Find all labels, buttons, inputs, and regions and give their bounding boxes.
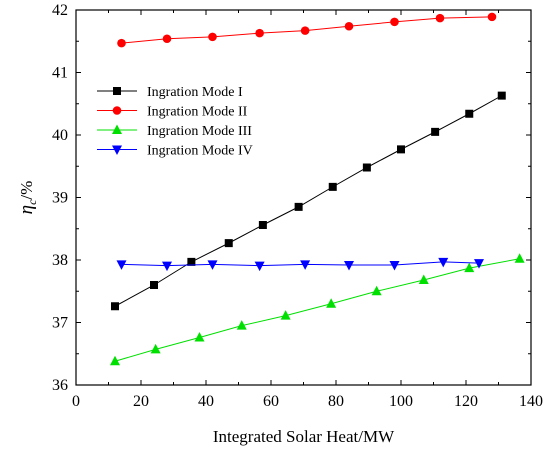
series-layer	[110, 12, 525, 366]
y-tick-label: 39	[52, 190, 68, 207]
y-tick-label: 42	[52, 2, 68, 19]
marker-circle	[435, 13, 445, 23]
marker-triangle-up	[112, 124, 122, 134]
marker-triangle-down	[344, 261, 354, 271]
marker-triangle-down	[254, 261, 265, 272]
marker-circle	[300, 26, 310, 35]
marker-square	[397, 145, 405, 154]
x-tick-label: 0	[72, 393, 80, 410]
marker-triangle-down	[438, 257, 449, 268]
marker-triangle-down	[207, 260, 218, 270]
marker-square	[111, 302, 119, 311]
series-2	[117, 12, 497, 48]
marker-circle	[487, 12, 497, 22]
x-tick-label: 80	[328, 393, 344, 410]
marker-triangle-down	[389, 261, 400, 271]
legend-entry: Ingration Mode I	[97, 85, 243, 100]
marker-triangle-down	[116, 260, 127, 270]
x-tick-label: 120	[454, 393, 478, 410]
y-tick-label: 37	[52, 315, 68, 332]
series-4	[116, 257, 484, 272]
marker-square	[465, 109, 474, 118]
legend-label: Ingration Mode III	[147, 124, 252, 139]
marker-triangle-up	[514, 253, 525, 263]
x-tick-label: 60	[263, 393, 279, 410]
series-line	[114, 258, 520, 362]
marker-square	[258, 221, 267, 229]
marker-triangle-up	[326, 298, 337, 308]
ticks-layer: 0 20 40 60 80 100 120 140 36 37 38 39 40 41 42	[52, 2, 543, 410]
legend-entry: Ingration Mode III	[97, 124, 252, 139]
y-tick-label: 40	[52, 127, 68, 144]
marker-square	[328, 182, 337, 191]
legend-label: Ingration Mode IV	[147, 144, 253, 159]
marker-square	[113, 87, 121, 95]
legend-label: Ingration Mode II	[147, 105, 248, 120]
marker-square	[224, 239, 233, 248]
y-tick-label: 36	[52, 377, 68, 394]
legend-entry: Ingration Mode II	[97, 105, 248, 120]
marker-triangle-down	[474, 259, 484, 269]
marker-circle	[208, 32, 217, 42]
marker-square	[294, 202, 303, 211]
marker-triangle-up	[236, 320, 247, 330]
y-tick-label: 38	[52, 252, 68, 269]
x-axis-title: Integrated Solar Heat/MW	[213, 427, 395, 446]
legend-label: Ingration Mode I	[147, 85, 243, 100]
series-line	[114, 95, 502, 307]
marker-triangle-up	[371, 285, 382, 296]
marker-square	[150, 281, 158, 289]
marker-triangle-up	[194, 332, 205, 342]
plot-frame	[75, 9, 532, 386]
legend-entry: Ingration Mode IV	[97, 144, 253, 159]
marker-triangle-up	[110, 355, 120, 366]
series-1	[111, 91, 506, 311]
marker-square	[362, 163, 371, 172]
marker-circle	[390, 17, 399, 27]
x-tick-label: 140	[519, 393, 543, 410]
marker-circle	[117, 38, 126, 48]
x-tick-label: 20	[133, 393, 149, 410]
marker-circle	[162, 34, 172, 44]
y-axis-symbol: η	[16, 205, 37, 214]
marker-triangle-down	[300, 260, 311, 270]
marker-triangle-up	[150, 343, 161, 354]
y-axis-suffix: /%	[17, 181, 36, 200]
series-line	[121, 261, 480, 267]
marker-triangle-down	[112, 145, 122, 155]
y-tick-label: 41	[52, 65, 68, 82]
marker-square	[497, 91, 506, 100]
x-tick-label: 100	[389, 393, 413, 410]
marker-square	[431, 127, 440, 136]
marker-circle	[112, 106, 122, 115]
marker-circle	[344, 21, 354, 31]
marker-triangle-up	[464, 262, 475, 273]
marker-circle	[255, 28, 264, 38]
marker-triangle-down	[162, 261, 172, 272]
series-3	[110, 253, 525, 366]
marker-square	[187, 257, 196, 266]
marker-triangle-up	[418, 274, 429, 284]
y-axis-title: ηc/%	[16, 181, 39, 215]
legend: Ingration Mode I Ingration Mode II Ingrati…	[97, 85, 253, 159]
x-tick-label: 40	[198, 393, 214, 410]
y-axis-subscript: c	[25, 199, 39, 205]
marker-triangle-up	[280, 310, 291, 320]
